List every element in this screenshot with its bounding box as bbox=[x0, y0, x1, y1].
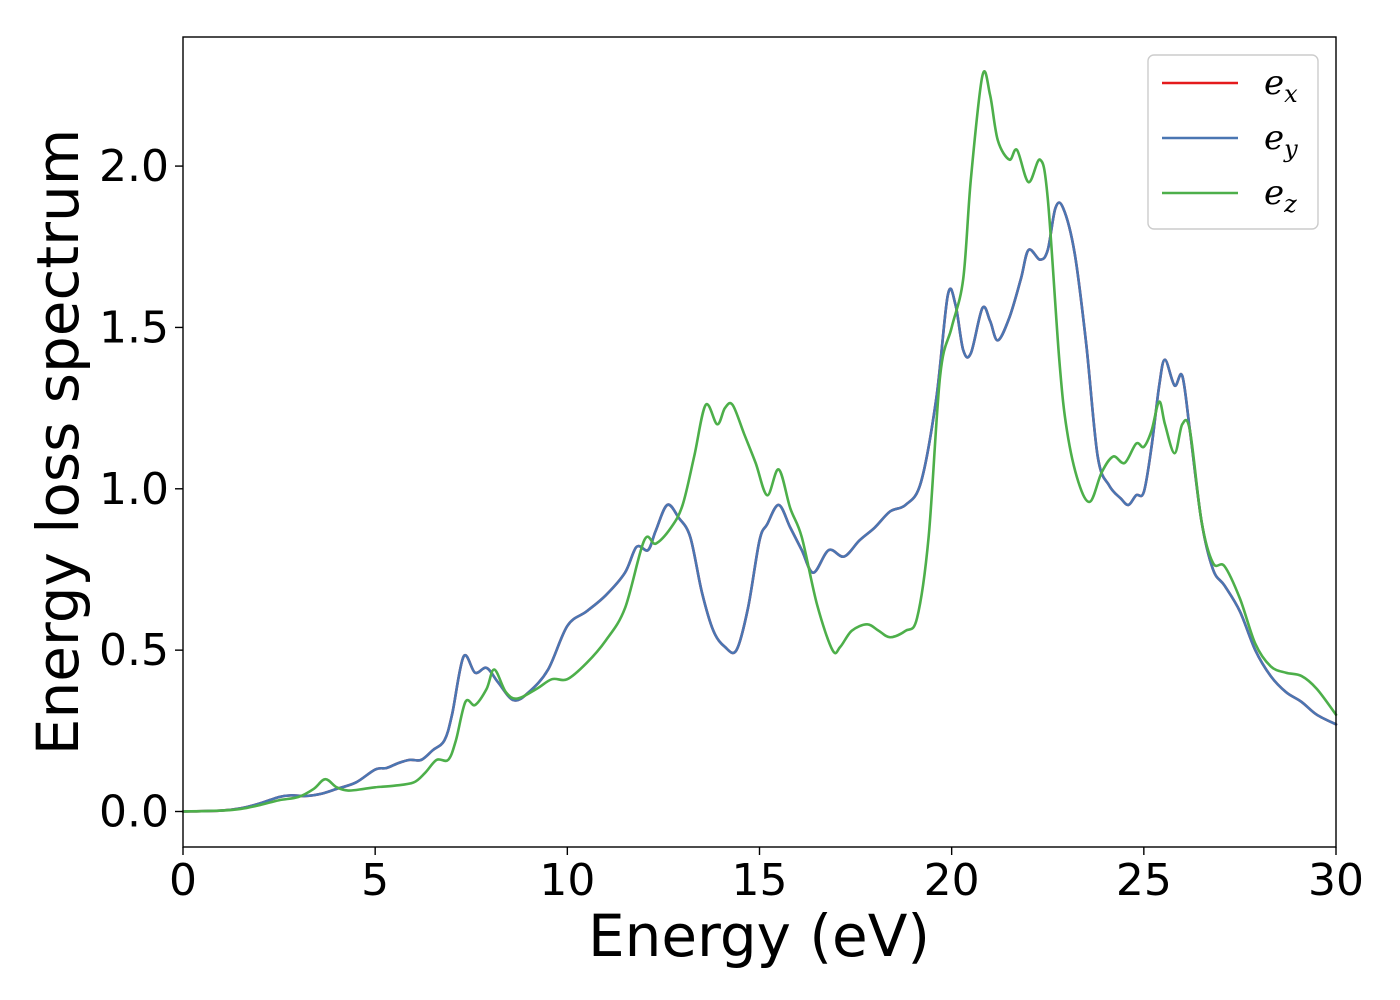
x-tick-label: 10 bbox=[539, 855, 595, 906]
legend-label-base: e bbox=[1264, 118, 1284, 158]
y-axis-label: Energy loss spectrum bbox=[24, 129, 92, 755]
legend-item-z: ez bbox=[1162, 173, 1297, 218]
y-tick-label: 0.5 bbox=[99, 625, 169, 676]
plot-background bbox=[183, 37, 1336, 847]
legend-label-base: e bbox=[1264, 63, 1284, 103]
series-line-z bbox=[181, 70, 1338, 813]
x-tick-label: 25 bbox=[1116, 855, 1172, 906]
x-axis-label: Energy (eV) bbox=[588, 902, 930, 970]
legend-label-x: ex bbox=[1264, 63, 1298, 108]
y-axis: 0.0 0.5 1.0 1.5 2.0 bbox=[99, 141, 183, 838]
legend-label-subscript: y bbox=[1283, 135, 1298, 163]
series-line-y bbox=[181, 201, 1338, 813]
legend-label-y: ey bbox=[1264, 118, 1298, 163]
y-tick-label: 1.0 bbox=[99, 464, 169, 515]
series-layer bbox=[181, 70, 1338, 813]
y-tick-label: 1.5 bbox=[99, 302, 169, 353]
legend-label-base: e bbox=[1264, 173, 1284, 213]
legend-label-subscript: x bbox=[1284, 80, 1298, 108]
legend-box bbox=[1147, 54, 1319, 230]
x-axis: 0 5 10 15 20 25 30 bbox=[169, 847, 1364, 906]
legend-label-z: ez bbox=[1264, 173, 1297, 218]
plot-area bbox=[181, 36, 1338, 848]
y-tick-label: 2.0 bbox=[99, 141, 169, 192]
x-tick-label: 5 bbox=[361, 855, 389, 906]
x-tick-label: 0 bbox=[169, 855, 197, 906]
x-tick-label: 20 bbox=[924, 855, 980, 906]
legend-item-x: ex bbox=[1162, 63, 1298, 108]
x-tick-label: 30 bbox=[1308, 855, 1364, 906]
y-tick-label: 0.0 bbox=[99, 787, 169, 838]
x-tick-label: 15 bbox=[732, 855, 788, 906]
legend-label-subscript: z bbox=[1283, 190, 1297, 218]
legend-item-y: ey bbox=[1162, 118, 1298, 163]
